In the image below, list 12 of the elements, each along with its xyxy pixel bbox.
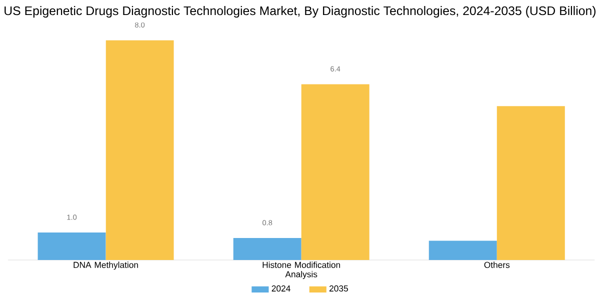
bar <box>38 232 106 260</box>
bar <box>106 40 174 260</box>
chart-title: US Epigenetic Drugs Diagnostic Technologies Market, By Diagnostic Technologies, 2024-2035 (USD Billion) <box>4 6 596 18</box>
x-tick-label: Others <box>484 262 510 268</box>
bar <box>233 238 302 260</box>
bar <box>496 106 565 260</box>
legend-label: 2035 <box>330 285 348 292</box>
x-tick-label: DNA Methylation <box>74 262 138 270</box>
legend-label: 2024 <box>272 285 290 292</box>
bar <box>428 240 497 260</box>
x-tick-label: Histone Modification Analysis <box>262 262 340 280</box>
bar <box>301 84 370 260</box>
